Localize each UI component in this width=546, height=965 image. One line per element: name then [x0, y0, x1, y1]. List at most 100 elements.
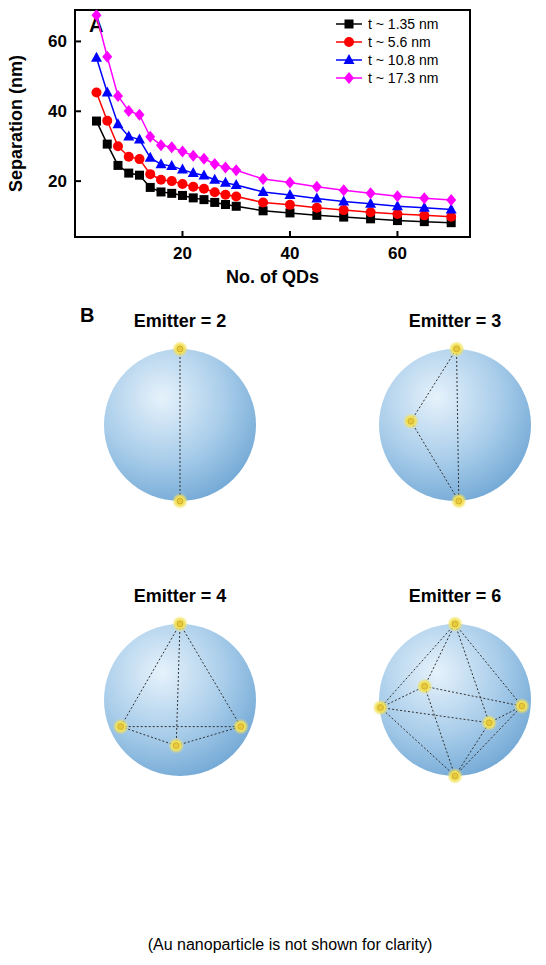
emitter-glow	[403, 413, 419, 429]
emitter-glow	[172, 341, 188, 357]
series-marker	[124, 105, 134, 117]
series-marker	[231, 179, 242, 189]
series-marker	[177, 164, 188, 174]
legend-marker	[345, 20, 354, 29]
series-marker	[146, 183, 155, 192]
series-marker	[419, 210, 429, 220]
emitter-link	[381, 624, 455, 708]
sphere-panel: Emitter = 6	[373, 586, 531, 784]
plot-frame	[75, 10, 470, 237]
emitter-link	[457, 349, 459, 501]
legend-label: t ~ 17.3 nm	[368, 70, 438, 86]
emitter-glow	[449, 341, 465, 357]
series-marker	[232, 202, 241, 211]
series-marker	[392, 209, 402, 219]
series-marker	[156, 139, 166, 151]
series-marker	[167, 141, 177, 153]
emitter-link	[411, 349, 457, 421]
series-marker	[155, 158, 166, 168]
series-marker	[210, 198, 219, 207]
series-marker	[311, 193, 322, 203]
series-marker	[134, 109, 144, 121]
x-tick-label: 40	[281, 244, 300, 263]
series-marker	[285, 177, 295, 189]
legend-marker	[344, 37, 354, 47]
emitter-link	[176, 624, 180, 746]
panel-title: Emitter = 4	[134, 586, 227, 606]
legend-label: t ~ 5.6 nm	[368, 34, 431, 50]
emitter	[454, 346, 460, 352]
y-tick	[75, 180, 81, 182]
x-axis-title: No. of QDs	[226, 267, 319, 287]
panel-title: Emitter = 2	[134, 311, 227, 331]
series-marker	[258, 173, 268, 185]
emitter-link	[455, 723, 489, 776]
emitter-glow	[113, 719, 129, 735]
series-marker	[188, 150, 198, 162]
series-line	[97, 15, 452, 200]
plot-data	[91, 10, 457, 227]
emitter-glow	[447, 768, 463, 784]
emitter-link	[455, 624, 489, 723]
series-marker	[91, 52, 102, 62]
emitter-link	[180, 624, 241, 727]
series-marker	[113, 141, 123, 151]
series-marker	[91, 10, 101, 21]
emitter-glow	[481, 715, 497, 731]
emitter-link	[121, 726, 241, 727]
legend-label: t ~ 1.35 nm	[368, 16, 438, 32]
emitter-link	[425, 686, 455, 776]
emitter	[519, 703, 525, 709]
series-marker	[220, 162, 230, 174]
emitter	[118, 724, 124, 730]
legend: t ~ 1.35 nm t ~ 5.6 nm t ~ 10.8 nm t ~ 17.3…	[336, 16, 438, 86]
series-marker	[339, 205, 349, 215]
x-tick	[289, 231, 291, 237]
series-marker	[198, 170, 209, 180]
series-marker	[199, 184, 209, 194]
emitter	[486, 720, 492, 726]
emitter	[456, 498, 462, 504]
series-marker	[284, 189, 295, 199]
emitter-glow	[451, 493, 467, 509]
sphere	[379, 624, 531, 776]
series-marker	[156, 175, 166, 185]
emitter-link	[121, 624, 180, 727]
sphere-panel: Emitter = 2	[104, 311, 256, 509]
legend-label: t ~ 10.8 nm	[368, 52, 438, 68]
series-marker	[135, 171, 144, 180]
series-marker	[156, 187, 165, 196]
series-marker	[124, 152, 134, 162]
series-marker	[199, 195, 208, 204]
emitter-glow	[168, 738, 184, 754]
y-tick-label: 20	[48, 172, 67, 191]
series-marker	[231, 164, 241, 176]
series-marker	[189, 193, 198, 202]
series-marker	[102, 51, 112, 63]
series-marker	[258, 186, 269, 196]
series-marker	[339, 184, 349, 196]
emitter	[177, 621, 183, 627]
figure: 204060204060No. of QDsSeparation (nm)At …	[0, 0, 546, 965]
sphere	[104, 624, 256, 776]
series-marker	[231, 191, 241, 201]
series-marker	[92, 117, 101, 126]
emitter-glow	[233, 719, 249, 735]
series-marker	[112, 118, 123, 128]
series-line	[97, 121, 452, 223]
emitter-glow	[417, 678, 433, 694]
series-marker	[123, 130, 134, 140]
series-marker	[419, 192, 429, 204]
series-marker	[167, 189, 176, 198]
emitter	[238, 724, 244, 730]
series-marker	[210, 158, 220, 170]
emitter	[422, 683, 428, 689]
emitter-link	[180, 349, 181, 501]
series-marker	[258, 197, 268, 207]
series-marker	[366, 187, 376, 199]
emitter-glow	[447, 616, 463, 632]
sphere	[379, 349, 531, 501]
emitter-link	[121, 727, 176, 746]
series-marker	[113, 161, 122, 170]
series-marker	[221, 200, 230, 209]
